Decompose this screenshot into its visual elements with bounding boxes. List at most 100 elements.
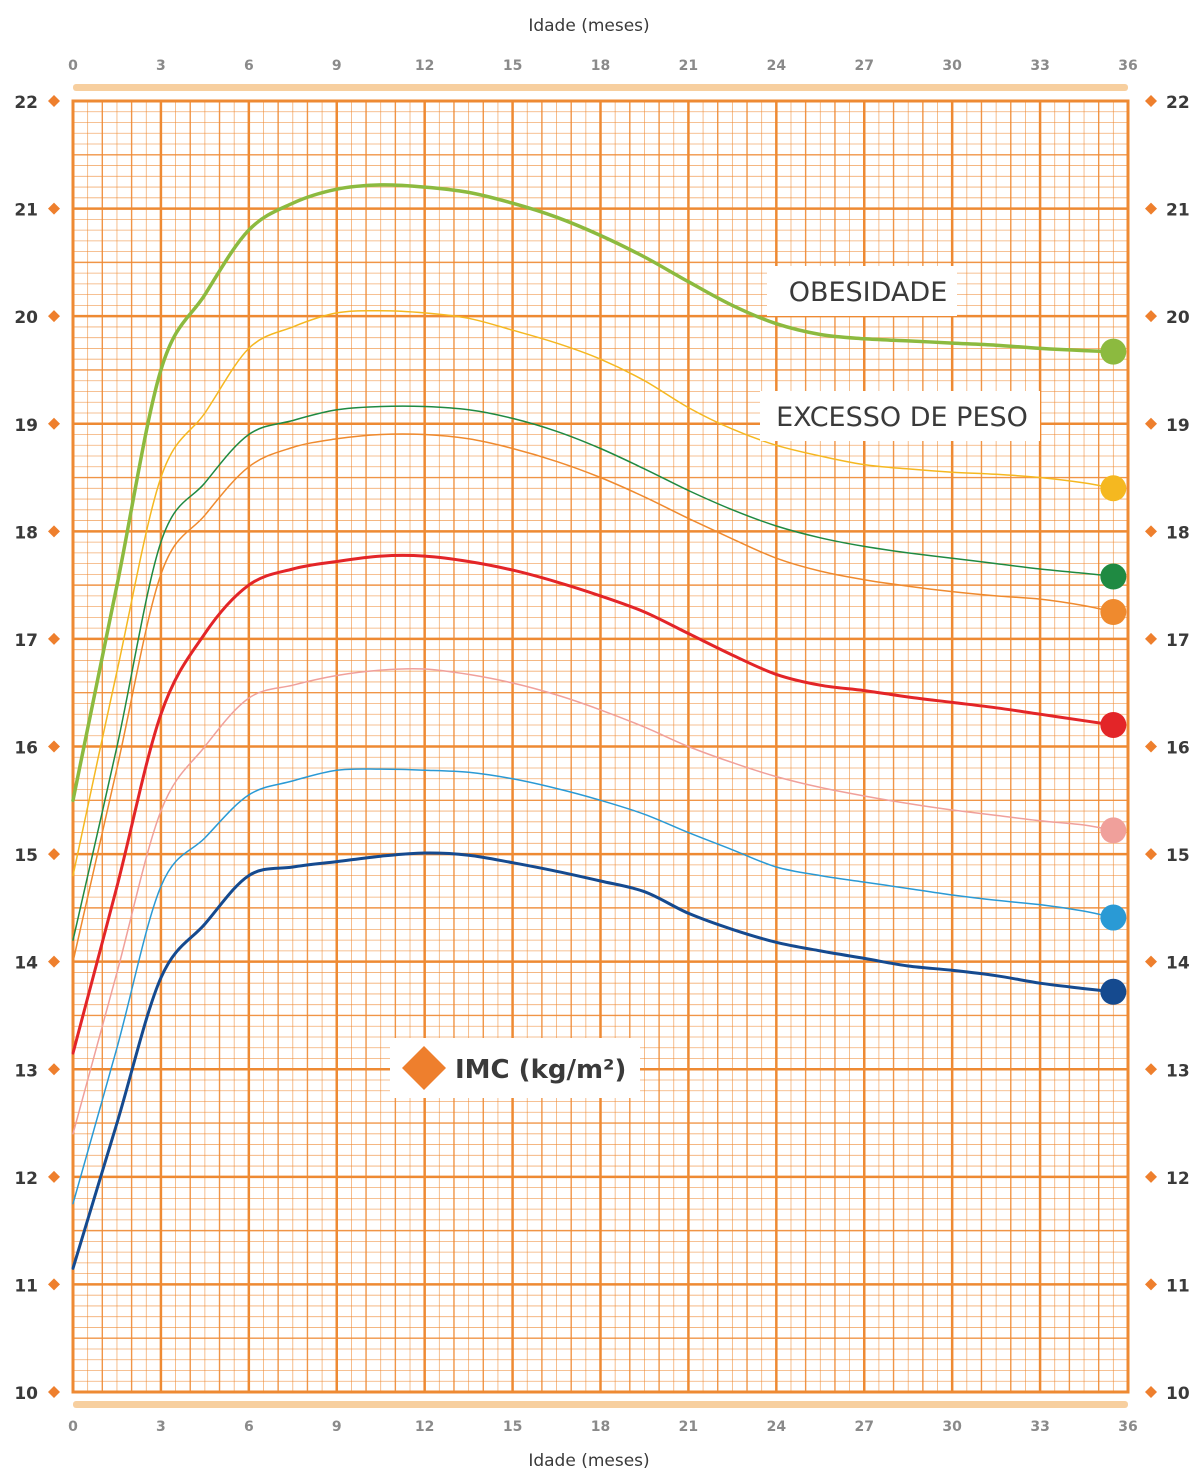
tick-diamond-icon [1145, 740, 1157, 753]
y-tick-label-right: 19 [1166, 416, 1190, 436]
series-line-5 [72, 667, 1115, 1135]
y-tick-label-right: 13 [1166, 1061, 1190, 1081]
x-tick-label-top: 30 [942, 58, 962, 74]
tick-diamond-icon [1145, 1278, 1157, 1291]
series-line-1 [72, 309, 1115, 877]
x-tick-label-top: 36 [1118, 58, 1137, 74]
obesidade-label-bg [767, 266, 957, 316]
x-tick-label-bottom: 36 [1118, 1419, 1137, 1435]
y-tick-label-left: 16 [14, 739, 38, 759]
x-tick-label-top: 0 [68, 58, 78, 74]
y-tick-label-right: 11 [1166, 1276, 1190, 1296]
y-tick-label-left: 17 [14, 631, 38, 651]
x-tick-label-top: 27 [855, 58, 874, 74]
x-tick-label-top: 21 [679, 58, 698, 74]
y-tick-label-left: 22 [14, 93, 38, 113]
series-line-6 [72, 768, 1115, 1205]
series-end-dot-1 [1100, 475, 1127, 502]
series-line-7 [71, 851, 1115, 1270]
tick-diamond-icon [1145, 95, 1157, 107]
tick-diamond-icon [48, 417, 60, 430]
tick-diamond-icon [48, 1170, 60, 1183]
tick-diamond-icon [1145, 632, 1157, 645]
series-end-dot-0 [1100, 338, 1127, 365]
series-line-2 [72, 405, 1115, 941]
x-tick-label-top: 15 [503, 58, 522, 74]
tick-diamond-icon [1145, 310, 1157, 323]
series-end-dot-5 [1100, 817, 1127, 844]
top-axis-band [73, 84, 1128, 91]
tick-diamond-icon [1145, 848, 1157, 861]
excesso-de-peso-label-bg [760, 391, 1040, 441]
y-tick-label-right: 12 [1166, 1169, 1190, 1189]
y-tick-label-right: 10 [1166, 1384, 1190, 1404]
y-tick-label-left: 20 [14, 308, 38, 328]
tick-diamond-icon [1145, 417, 1157, 430]
x-tick-label-top: 9 [332, 58, 342, 74]
y-tick-label-left: 14 [14, 954, 38, 974]
y-tick-label-right: 17 [1166, 631, 1190, 651]
series-end-dot-4 [1100, 711, 1127, 738]
x-tick-label-bottom: 30 [942, 1419, 962, 1435]
y-tick-label-right: 20 [1166, 308, 1190, 328]
tick-diamond-icon [1145, 202, 1157, 215]
axis-ticks: 0033669912121515181821212424272730303333… [14, 58, 1190, 1435]
obesidade-label: OBESIDADE [789, 277, 948, 308]
series-end-dot-7 [1100, 978, 1127, 1005]
percentile-curves [71, 183, 1116, 1270]
chart-grid [71, 99, 1130, 1394]
y-tick-label-left: 13 [14, 1061, 38, 1081]
x-tick-label-bottom: 9 [332, 1419, 342, 1435]
y-tick-label-left: 18 [14, 523, 38, 543]
y-tick-label-left: 12 [14, 1169, 38, 1189]
x-tick-label-bottom: 15 [503, 1419, 522, 1435]
tick-diamond-icon [48, 632, 60, 645]
imc-label: IMC (kg/m²) [455, 1055, 626, 1085]
y-tick-label-right: 14 [1166, 954, 1190, 974]
tick-diamond-icon [48, 1063, 60, 1076]
tick-diamond-icon [1145, 1170, 1157, 1183]
x-tick-label-bottom: 3 [156, 1419, 166, 1435]
tick-diamond-icon [48, 525, 60, 538]
axis-bands [73, 84, 1128, 1408]
y-tick-label-right: 21 [1166, 201, 1190, 221]
x-axis-title-top: Idade (meses) [528, 16, 649, 36]
y-tick-label-right: 22 [1166, 93, 1190, 113]
x-tick-label-bottom: 21 [679, 1419, 698, 1435]
x-tick-label-bottom: 12 [415, 1419, 434, 1435]
tick-diamond-icon [48, 955, 60, 968]
series-end-dot-2 [1100, 563, 1127, 590]
tick-diamond-icon [1145, 955, 1157, 968]
x-tick-label-top: 33 [1030, 58, 1049, 74]
x-tick-label-top: 24 [767, 58, 787, 74]
y-tick-label-right: 15 [1166, 846, 1190, 866]
y-tick-label-left: 11 [14, 1276, 38, 1296]
series-end-dot-3 [1100, 599, 1127, 626]
tick-diamond-icon [48, 740, 60, 753]
y-tick-label-left: 19 [14, 416, 38, 436]
y-tick-label-right: 16 [1166, 739, 1190, 759]
tick-diamond-icon [48, 848, 60, 861]
x-tick-label-top: 6 [244, 58, 254, 74]
x-tick-label-bottom: 0 [68, 1419, 78, 1435]
tick-diamond-icon [1145, 525, 1157, 538]
x-tick-label-bottom: 24 [767, 1419, 787, 1435]
x-tick-label-bottom: 18 [591, 1419, 610, 1435]
tick-diamond-icon [48, 1386, 60, 1398]
curve-end-markers [1100, 338, 1127, 1005]
imc-diamond-icon [402, 1046, 446, 1090]
y-tick-label-right: 18 [1166, 523, 1190, 543]
tick-diamond-icon [48, 1278, 60, 1291]
plot-frame [71, 99, 1130, 1394]
x-axis-title-bottom: Idade (meses) [528, 1451, 649, 1471]
tick-diamond-icon [1145, 1063, 1157, 1076]
x-tick-label-top: 18 [591, 58, 610, 74]
y-tick-label-left: 15 [14, 846, 38, 866]
y-tick-label-left: 10 [14, 1384, 38, 1404]
bottom-axis-band [73, 1401, 1128, 1408]
excesso-de-peso-label: EXCESSO DE PESO [776, 402, 1028, 433]
x-tick-label-top: 3 [156, 58, 166, 74]
series-end-dot-6 [1100, 904, 1127, 931]
series-line-3 [72, 433, 1115, 963]
